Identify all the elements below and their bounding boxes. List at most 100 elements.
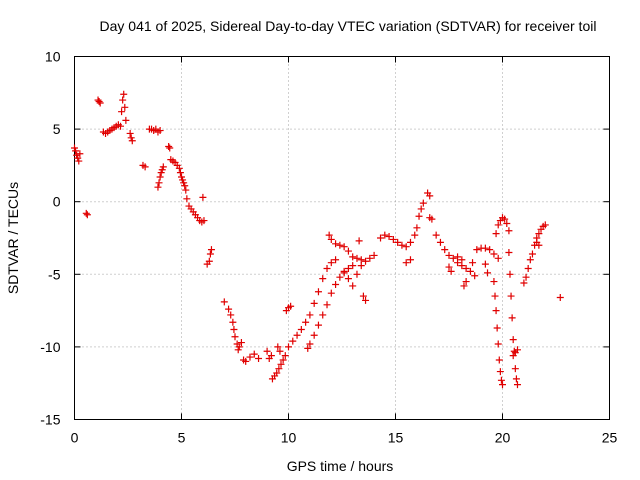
data-point: [154, 183, 162, 191]
data-point: [229, 318, 237, 326]
data-point: [458, 256, 466, 264]
data-point: [302, 318, 310, 326]
data-point: [314, 288, 322, 296]
y-tick-label: -10: [40, 339, 60, 355]
data-point: [176, 169, 184, 177]
data-points: [71, 90, 564, 389]
data-point: [398, 241, 406, 249]
data-point: [297, 325, 305, 333]
data-point: [293, 331, 301, 339]
data-point: [362, 296, 370, 304]
data-point: [417, 205, 425, 213]
data-point: [319, 311, 327, 319]
data-point: [155, 179, 163, 187]
x-tick-label: 25: [602, 430, 618, 446]
data-point: [490, 278, 498, 286]
data-point: [306, 311, 314, 319]
data-point: [494, 221, 502, 229]
data-point: [332, 240, 340, 248]
data-point: [96, 99, 104, 107]
data-point: [528, 250, 536, 258]
data-point: [389, 235, 397, 243]
data-point: [484, 269, 492, 277]
data-point: [466, 267, 474, 275]
data-point: [344, 264, 352, 272]
data-point: [441, 246, 449, 254]
data-point: [520, 279, 528, 287]
x-axis-label: GPS time / hours: [287, 458, 394, 474]
data-point: [445, 263, 453, 271]
data-point: [411, 231, 419, 239]
data-point: [510, 347, 518, 355]
data-point: [205, 257, 213, 265]
data-point: [359, 292, 367, 300]
data-point: [310, 331, 318, 339]
data-point: [357, 262, 365, 270]
data-point: [273, 369, 281, 377]
data-point: [327, 259, 335, 267]
data-point: [344, 247, 352, 255]
data-point: [327, 289, 335, 297]
data-point: [83, 211, 91, 219]
data-point: [353, 254, 361, 262]
data-point: [497, 376, 505, 384]
data-point: [279, 356, 287, 364]
data-point: [255, 355, 263, 363]
data-point: [495, 356, 503, 364]
data-point: [413, 224, 421, 232]
data-point: [406, 256, 414, 264]
data-point: [428, 215, 436, 223]
data-point: [227, 311, 235, 319]
data-point: [402, 243, 410, 251]
data-point: [499, 381, 506, 389]
data-point: [494, 340, 502, 348]
data-point: [175, 164, 183, 172]
data-point: [281, 352, 289, 360]
data-point: [508, 314, 516, 322]
data-point: [117, 122, 125, 130]
data-point: [332, 256, 340, 264]
data-point: [340, 267, 348, 275]
data-point: [159, 163, 167, 171]
data-point: [362, 257, 370, 265]
data-point: [181, 182, 189, 190]
data-point: [355, 237, 363, 245]
data-point: [535, 241, 543, 249]
data-point: [289, 337, 297, 345]
data-point: [503, 219, 511, 227]
data-point: [276, 347, 284, 355]
data-point: [494, 254, 502, 262]
data-point: [275, 365, 283, 373]
data-point: [349, 282, 357, 290]
data-point: [541, 221, 549, 229]
data-point: [449, 254, 457, 262]
data-point: [454, 253, 462, 261]
data-point: [419, 199, 427, 207]
data-point: [370, 251, 378, 259]
data-point: [349, 262, 357, 270]
data-point: [121, 103, 129, 111]
data-point: [505, 249, 513, 257]
data-point: [513, 381, 521, 389]
data-point: [182, 186, 190, 194]
data-point: [325, 231, 333, 239]
x-tick-label: 0: [71, 430, 79, 446]
data-point: [415, 212, 423, 220]
data-point: [165, 143, 173, 151]
chart-title: Day 041 of 2025, Sidereal Day-to-day VTE…: [100, 18, 597, 34]
data-point: [75, 157, 83, 165]
data-point: [118, 108, 126, 116]
data-point: [394, 238, 402, 246]
y-tick-label: 0: [53, 194, 61, 210]
data-point: [486, 246, 494, 254]
y-tick-label: 10: [45, 49, 61, 65]
data-point: [332, 280, 340, 288]
data-point: [336, 241, 344, 249]
data-point: [183, 195, 191, 203]
data-point: [319, 275, 327, 283]
data-point: [522, 273, 530, 281]
data-point: [406, 238, 414, 246]
data-point: [274, 343, 282, 351]
data-point: [310, 299, 318, 307]
y-tick-label: -5: [48, 266, 61, 282]
